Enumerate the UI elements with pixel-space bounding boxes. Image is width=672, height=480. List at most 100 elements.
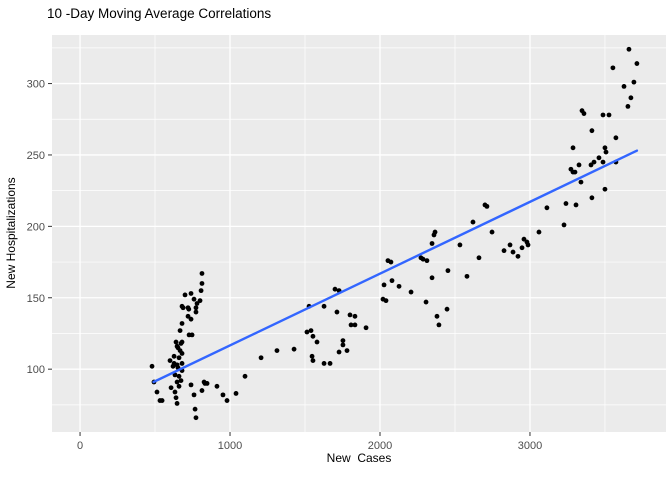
scatter-point <box>258 355 264 361</box>
trend-line <box>152 149 639 384</box>
scatter-point <box>172 389 178 395</box>
scatter-point <box>308 328 314 334</box>
scatter-point <box>525 242 531 248</box>
scatter-point <box>176 373 182 379</box>
scatter-point <box>321 361 327 366</box>
scatter-point <box>470 219 476 225</box>
scatter-point <box>383 298 389 304</box>
scatter-point <box>626 46 632 52</box>
scatter-point <box>423 299 429 305</box>
scatter-point <box>185 313 191 319</box>
scatter-point <box>233 391 239 396</box>
scatter-point <box>628 95 634 101</box>
scatter-point <box>171 353 177 359</box>
scatter-point <box>174 401 180 406</box>
scatter-point <box>199 271 205 276</box>
scatter-point <box>314 339 320 345</box>
scatter-point <box>489 229 495 235</box>
scatter-point <box>188 316 194 322</box>
scatter-point <box>621 84 627 89</box>
scatter-point <box>352 322 358 328</box>
y-tick-label: 300 <box>27 79 45 91</box>
scatter-point <box>457 242 463 248</box>
scatter-point <box>310 333 316 339</box>
scatter-point <box>172 372 178 378</box>
scatter-point <box>476 255 482 261</box>
scatter-point <box>167 358 173 363</box>
scatter-point <box>510 249 516 255</box>
scatter-point <box>178 378 184 383</box>
scatter-point <box>544 205 550 211</box>
scatter-point <box>424 258 430 264</box>
scatter-point <box>336 349 342 355</box>
chart-title: 10 -Day Moving Average Correlations <box>47 6 272 21</box>
scatter-point <box>274 348 280 354</box>
scatter-point <box>521 236 527 242</box>
scatter-point <box>180 305 186 311</box>
scatter-point <box>197 298 203 304</box>
x-tick-label: 1000 <box>218 440 242 452</box>
scatter-point <box>199 281 205 286</box>
scatter-point <box>363 325 369 331</box>
scatter-point <box>420 256 426 262</box>
scatter-point <box>177 328 183 334</box>
scatter-point <box>625 104 631 109</box>
scatter-point <box>573 202 579 208</box>
scatter-point <box>445 268 451 274</box>
scatter-point <box>464 273 470 279</box>
scatter-point <box>199 388 205 393</box>
scatter-point <box>589 195 595 201</box>
scatter-point <box>613 135 619 141</box>
scatter-point <box>321 303 327 309</box>
scatter-point <box>192 406 198 412</box>
scatter-point <box>168 385 174 391</box>
y-tick-label: 250 <box>27 150 45 162</box>
scatter-point <box>389 278 395 284</box>
scatter-point <box>186 306 192 312</box>
scatter-point <box>581 111 587 116</box>
scatter-point <box>408 289 414 295</box>
scatter-point <box>174 379 180 385</box>
plot-panel <box>52 35 666 432</box>
x-tick-label: 3000 <box>518 440 542 452</box>
scatter-point <box>610 65 616 71</box>
scatter-point <box>327 361 333 366</box>
scatter-point <box>191 296 197 302</box>
y-tick-label: 100 <box>27 364 45 376</box>
scatter-point <box>561 222 567 228</box>
scatter-point <box>214 383 220 389</box>
scatter-point <box>344 348 350 354</box>
scatter-point <box>432 229 438 235</box>
scatter-point <box>332 286 338 292</box>
scatter-point <box>484 203 490 209</box>
scatter-point <box>591 159 597 165</box>
scatter-point <box>173 395 179 401</box>
scatter-point <box>352 313 358 319</box>
scatter-point <box>388 259 394 265</box>
scatter-point <box>444 306 450 312</box>
scatter-point <box>179 361 185 366</box>
scatter-point <box>519 245 525 251</box>
scatter-point <box>589 128 595 134</box>
scatter-point <box>179 339 185 345</box>
scatter-point <box>396 283 402 289</box>
scatter-point <box>179 321 185 326</box>
scatter-point <box>193 305 199 311</box>
scatter-point <box>334 309 340 315</box>
scatter-point <box>176 383 182 389</box>
scatter-point <box>429 275 435 281</box>
scatter-point <box>242 373 248 379</box>
scatter-point <box>570 145 576 151</box>
scatter-point <box>536 229 542 235</box>
scatter-point <box>507 242 513 248</box>
scatter-point <box>515 253 521 259</box>
scatter-point <box>193 415 199 421</box>
scatter-point <box>191 392 197 398</box>
scatter-point <box>188 382 194 388</box>
scatter-point <box>220 392 226 398</box>
scatter-point <box>603 149 609 155</box>
scatter-point <box>340 342 346 348</box>
x-axis-title: New Cases <box>326 451 392 465</box>
scatter-point <box>602 186 608 192</box>
